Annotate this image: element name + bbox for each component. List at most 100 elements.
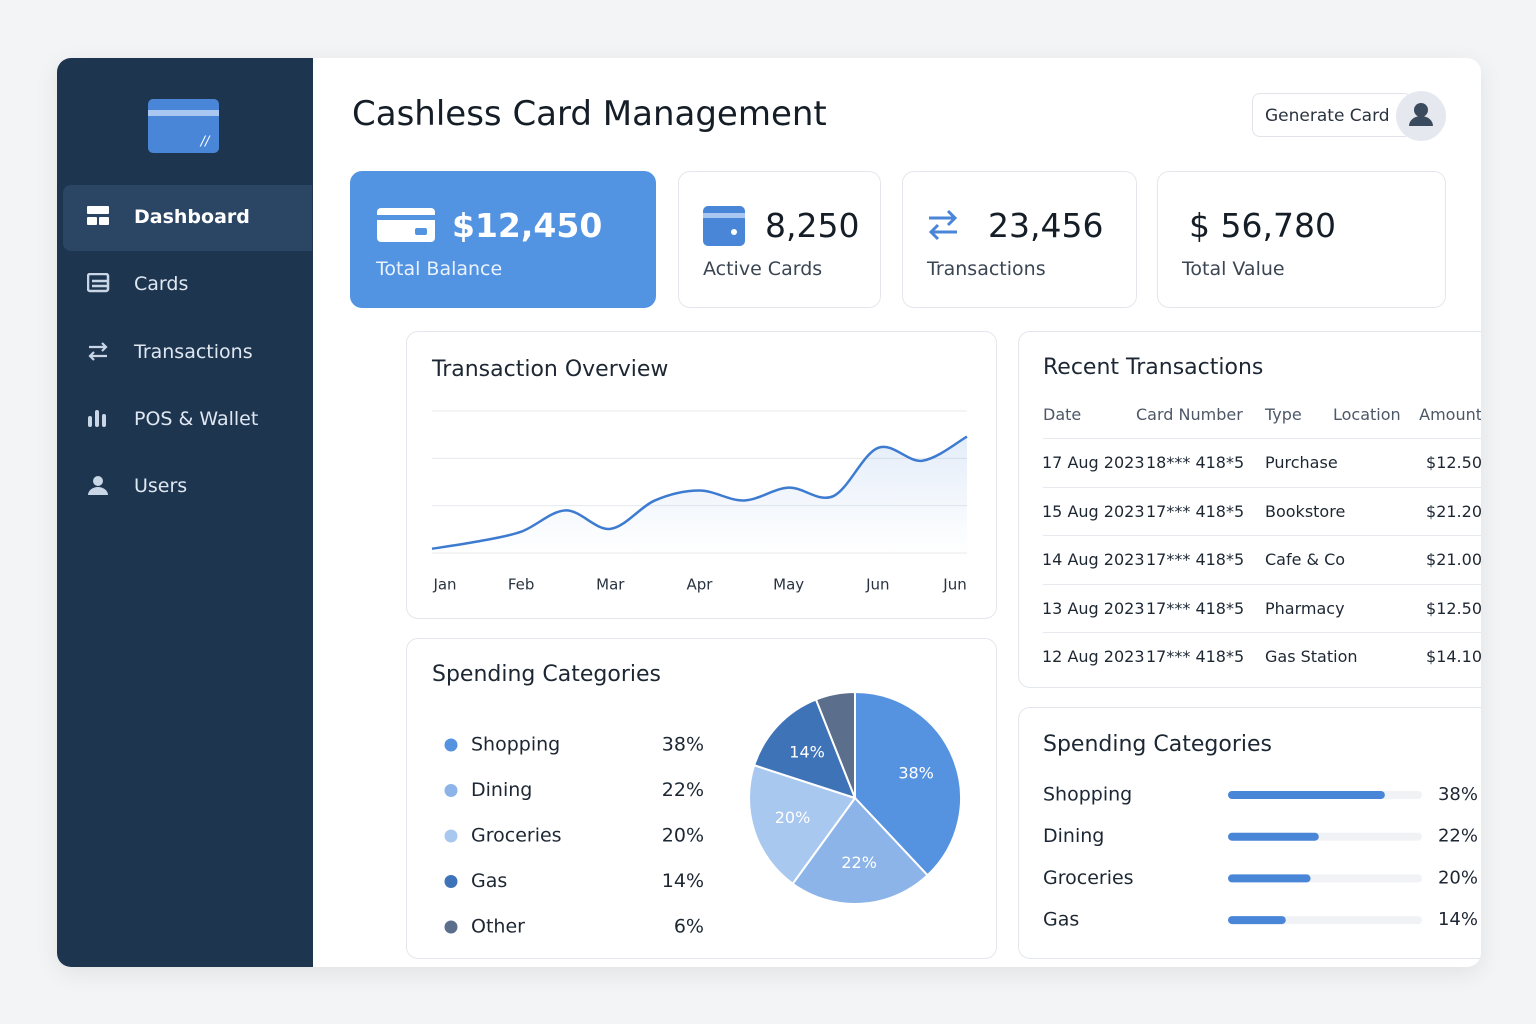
table-cell: $12.50: [1426, 453, 1481, 472]
nav-item[interactable]: Dashboard: [63, 185, 312, 251]
nav-item[interactable]: Cards: [63, 252, 312, 318]
nav-label: POS & Wallet: [134, 407, 259, 430]
nav-icon: [88, 409, 106, 427]
slice-label: 22%: [841, 853, 877, 872]
pie-slice: [748, 763, 857, 886]
bar-label: Gas: [1043, 909, 1079, 931]
legend-dot: [444, 920, 458, 934]
chart-card: Spending Categories Shopping 38% Dining 22% G…: [1018, 707, 1481, 959]
stat-card: 23,456 Transactions: [902, 171, 1137, 308]
generate-card-button[interactable]: Generate Card: [1252, 93, 1412, 137]
stat-value: 8,250: [765, 206, 860, 245]
bar: [1228, 874, 1311, 883]
table-cell: 18*** 418*5: [1146, 453, 1245, 472]
chart-card: Spending Categories Shopping 38% Dining 22% G…: [406, 638, 997, 959]
avatar[interactable]: [1395, 90, 1447, 142]
column-header: Amount: [1419, 405, 1481, 424]
row-divider: [1043, 438, 1481, 439]
column-header: Type: [1265, 405, 1302, 424]
stat-label: Total Value: [1182, 258, 1285, 280]
stat-value: 23,456: [988, 206, 1104, 245]
x-tick-label: Jun: [865, 576, 889, 594]
table-cell: 12 Aug 2023: [1042, 647, 1145, 667]
legend-label: Other: [471, 916, 525, 938]
legend-value: 6%: [674, 916, 704, 938]
nav-icon: [88, 476, 108, 496]
bar-value: 20%: [1438, 867, 1478, 888]
bar: [1228, 791, 1385, 799]
nav-label: Cards: [134, 273, 189, 296]
stat-label: Transactions: [927, 258, 1046, 280]
table-cell: 17*** 418*5: [1146, 598, 1245, 618]
x-tick-label: Feb: [508, 576, 535, 594]
main: Cashless Card Management Generate Card $…: [313, 58, 1481, 967]
legend-value: 20%: [662, 825, 704, 847]
line: [431, 435, 968, 550]
table-cell: $12.50: [1426, 598, 1481, 618]
table-cell: Bookstore: [1265, 501, 1346, 521]
bar-value: 22%: [1438, 826, 1478, 847]
nav-icon: [87, 206, 109, 225]
stat-icon: [928, 209, 958, 241]
page-title: Cashless Card Management: [352, 94, 827, 134]
row-divider: [1043, 583, 1481, 585]
chart-title: Spending Categories: [432, 662, 661, 687]
table-cell: Purchase: [1265, 453, 1338, 472]
stat-value: $12,450: [452, 206, 603, 245]
nav-item[interactable]: Users: [63, 454, 312, 520]
pie-slice: [854, 690, 962, 877]
nav-item[interactable]: POS & Wallet: [63, 387, 312, 453]
pie-slice: [752, 698, 857, 800]
chart: Spending Categories Shopping 38% Dining 22% G…: [1043, 732, 1478, 931]
table-cell: $14.10: [1426, 647, 1481, 667]
nav-icon: [87, 273, 110, 293]
stat-card: $12,450 Total Balance: [350, 171, 656, 308]
nav-item[interactable]: Transactions: [63, 320, 312, 386]
stat-label: Total Balance: [376, 258, 503, 280]
column-header: Location: [1333, 405, 1401, 424]
column-header: Date: [1043, 405, 1082, 424]
nav-icon: [88, 341, 108, 361]
stat-card: 8,250 Active Cards: [678, 171, 881, 308]
transactions-card: Recent Transactions Date Card Number Type Lo…: [1018, 331, 1481, 688]
slice-label: 20%: [775, 808, 811, 827]
bar-label: Groceries: [1043, 867, 1134, 889]
bar-value: 14%: [1438, 909, 1478, 930]
legend-label: Gas: [471, 870, 507, 892]
stat-icon: [377, 208, 435, 242]
line-area: [432, 436, 967, 553]
x-tick-label: Apr: [687, 576, 714, 594]
x-tick-label: May: [773, 576, 804, 594]
legend-dot: [444, 784, 458, 797]
slice-label: 38%: [898, 763, 934, 782]
nav-label: Users: [134, 475, 188, 498]
x-tick-label: Mar: [596, 576, 625, 594]
stat-value: $ 56,780: [1189, 206, 1336, 245]
table-cell: 17*** 418*5: [1146, 501, 1245, 521]
table-title: Recent Transactions: [1043, 355, 1264, 380]
pie-slice: [791, 796, 929, 905]
pie-slice: [814, 690, 856, 799]
bar-label: Dining: [1043, 825, 1104, 847]
button-label: Generate Card: [1265, 106, 1390, 126]
table-cell: 14 Aug 2023: [1042, 550, 1145, 570]
bar: [1228, 832, 1319, 841]
table-cell: $21.20: [1426, 501, 1481, 521]
bar: [1228, 916, 1286, 925]
nav-label: Transactions: [134, 340, 253, 363]
sidebar: // Dashboard Cards Transactions POS & Walle…: [57, 58, 313, 967]
table-cell: 17*** 418*5: [1146, 647, 1245, 667]
legend-value: 22%: [662, 779, 704, 801]
table-cell: Gas Station: [1265, 647, 1358, 667]
column-header: Card Number: [1136, 405, 1243, 424]
x-tick-label: Jun: [942, 576, 966, 594]
row-divider: [1043, 535, 1481, 537]
table-cell: $21.00: [1426, 550, 1481, 570]
legend-value: 38%: [662, 734, 704, 756]
stat-icon: [703, 206, 745, 246]
legend-label: Shopping: [471, 734, 560, 756]
chart-card: Transaction Overview Jan Feb Mar Apr May Jun Ju…: [406, 331, 997, 619]
chart: Spending Categories Shopping 38% Dining 22% G…: [432, 662, 962, 938]
table-cell: Cafe & Co: [1265, 550, 1346, 570]
app-window: // Dashboard Cards Transactions POS & Walle…: [57, 58, 1481, 967]
